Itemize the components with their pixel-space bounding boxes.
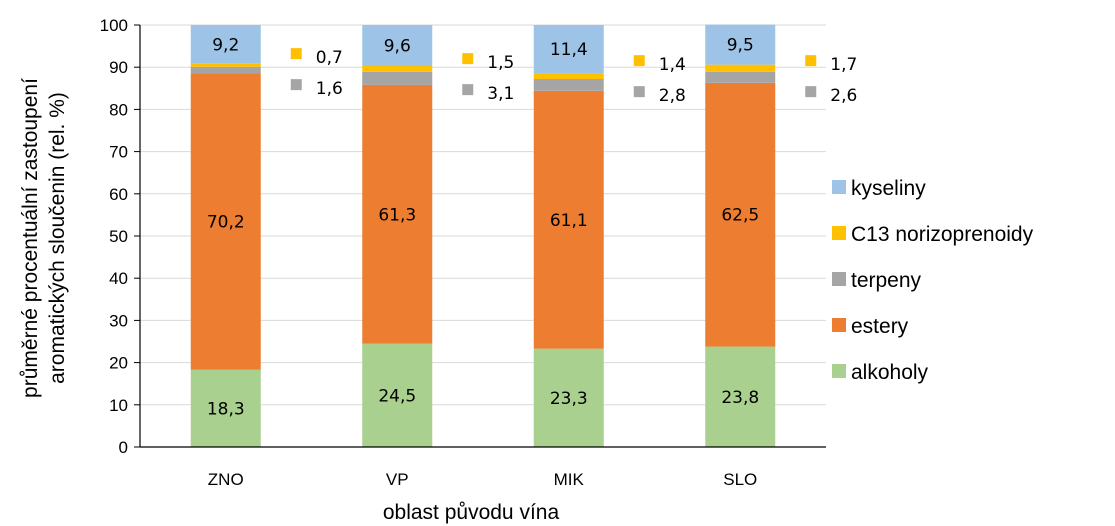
side-label-c13-norizoprenoidy-vp: 1,5 <box>487 53 514 73</box>
bar-c13-norizoprenoidy-vp <box>362 65 433 72</box>
side-label-key-terpeny-vp <box>462 84 474 96</box>
bar-alkoholy-slo <box>705 346 776 447</box>
data-label-estery-mik: 61,1 <box>550 211 588 231</box>
data-label-kyseliny-mik: 11,4 <box>550 40 588 60</box>
y-tick-label: 30 <box>109 311 128 330</box>
x-tick-labels: ZNO VP MIK SLO <box>208 470 757 489</box>
y-tick-label: 70 <box>109 143 128 162</box>
legend-swatch-terpeny <box>832 272 846 286</box>
y-axis-title-line-1: průměrné procentuální zastoupení <box>19 78 42 398</box>
y-tick-label: 10 <box>109 396 128 415</box>
bar-kyseliny-zno <box>190 25 261 64</box>
x-axis-title: oblast původu vína <box>383 501 560 524</box>
side-label-terpeny-slo: 2,6 <box>830 86 857 106</box>
legend-label-c13-norizoprenoidy: C13 norizoprenoidy <box>851 223 1034 246</box>
y-tick-label: 0 <box>119 438 128 457</box>
data-labels: 18,3 70,2 9,2 24,5 61,3 9,6 23,3 61,1 11,4 23,8 62… <box>207 35 759 419</box>
legend-swatch-c13-norizoprenoidy <box>832 226 846 240</box>
bar-alkoholy-zno <box>190 369 261 447</box>
y-tick-label: 100 <box>100 16 128 35</box>
data-label-alkoholy-vp: 24,5 <box>378 386 416 406</box>
bar-c13-norizoprenoidy-zno <box>190 63 261 67</box>
data-label-alkoholy-mik: 23,3 <box>550 389 588 409</box>
side-label-key-terpeny-zno <box>290 79 302 91</box>
side-label-c13-norizoprenoidy-zno: 0,7 <box>316 48 343 68</box>
y-tick-label: 40 <box>109 269 128 288</box>
bar-kyseliny-mik <box>533 25 604 74</box>
data-label-estery-slo: 62,5 <box>721 206 759 226</box>
side-label-terpeny-zno: 1,6 <box>316 79 343 99</box>
legend-label-kyseliny: kyseliny <box>851 177 926 200</box>
bar-terpeny-mik <box>533 79 604 91</box>
side-label-key-c13-norizoprenoidy-mik <box>633 55 645 67</box>
data-label-alkoholy-slo: 23,8 <box>721 388 759 408</box>
bar-terpeny-zno <box>190 66 261 74</box>
bar-estery-slo <box>705 82 776 347</box>
x-tick-label-zno: ZNO <box>208 470 244 489</box>
side-label-terpeny-mik: 2,8 <box>659 86 686 106</box>
side-label-c13-norizoprenoidy-mik: 1,4 <box>659 55 686 75</box>
x-tick-label-vp: VP <box>386 470 409 489</box>
legend-label-terpeny: terpeny <box>851 269 922 292</box>
side-label-key-c13-norizoprenoidy-slo <box>805 55 817 67</box>
y-axis-title-line-2: aromatických sloučenin (rel. %) <box>46 92 69 384</box>
bar-terpeny-slo <box>705 71 776 83</box>
side-label-key-terpeny-mik <box>633 86 645 98</box>
side-label-key-terpeny-slo <box>805 86 817 98</box>
bar-c13-norizoprenoidy-slo <box>705 64 776 72</box>
legend-swatch-estery <box>832 318 846 332</box>
side-label-terpeny-vp: 3,1 <box>487 84 514 104</box>
y-tick-labels: 0 10 20 30 40 50 60 70 80 90 100 <box>100 16 128 457</box>
x-tick-label-mik: MIK <box>554 470 585 489</box>
data-label-estery-vp: 61,3 <box>378 205 416 225</box>
data-label-estery-zno: 70,2 <box>207 213 245 233</box>
bar-estery-vp <box>362 84 433 344</box>
bar-c13-norizoprenoidy-mik <box>533 73 604 80</box>
data-label-kyseliny-slo: 9,5 <box>727 36 754 56</box>
bar-kyseliny-slo <box>705 24 776 65</box>
bars <box>190 24 776 447</box>
bar-estery-zno <box>190 73 261 370</box>
legend: kyseliny C13 norizoprenoidy terpeny estery a… <box>832 177 1034 384</box>
y-tick-label: 90 <box>109 58 128 77</box>
y-tick-label: 50 <box>109 227 128 246</box>
bar-terpeny-vp <box>362 71 433 85</box>
bar-alkoholy-mik <box>533 348 604 447</box>
legend-swatch-kyseliny <box>832 180 846 194</box>
bar-estery-mik <box>533 90 604 349</box>
data-label-alkoholy-zno: 18,3 <box>207 399 245 419</box>
legend-label-estery: estery <box>851 315 909 338</box>
side-label-c13-norizoprenoidy-slo: 1,7 <box>830 55 857 75</box>
legend-swatch-alkoholy <box>832 364 846 378</box>
side-label-key-c13-norizoprenoidy-vp <box>462 53 474 65</box>
x-tick-label-slo: SLO <box>723 470 757 489</box>
data-label-kyseliny-zno: 9,2 <box>212 35 239 55</box>
y-tick-label: 80 <box>109 100 128 119</box>
y-tick-label: 60 <box>109 185 128 204</box>
side-data-labels: 0,7 1,6 1,5 3,1 1,4 2,8 1,7 2,6 <box>290 48 857 106</box>
bar-alkoholy-vp <box>362 343 433 447</box>
bar-kyseliny-vp <box>362 25 433 66</box>
y-tick-label: 20 <box>109 354 128 373</box>
data-label-kyseliny-vp: 9,6 <box>384 36 411 56</box>
side-label-key-c13-norizoprenoidy-zno <box>290 48 302 60</box>
axes <box>134 24 826 448</box>
legend-label-alkoholy: alkoholy <box>851 361 929 384</box>
